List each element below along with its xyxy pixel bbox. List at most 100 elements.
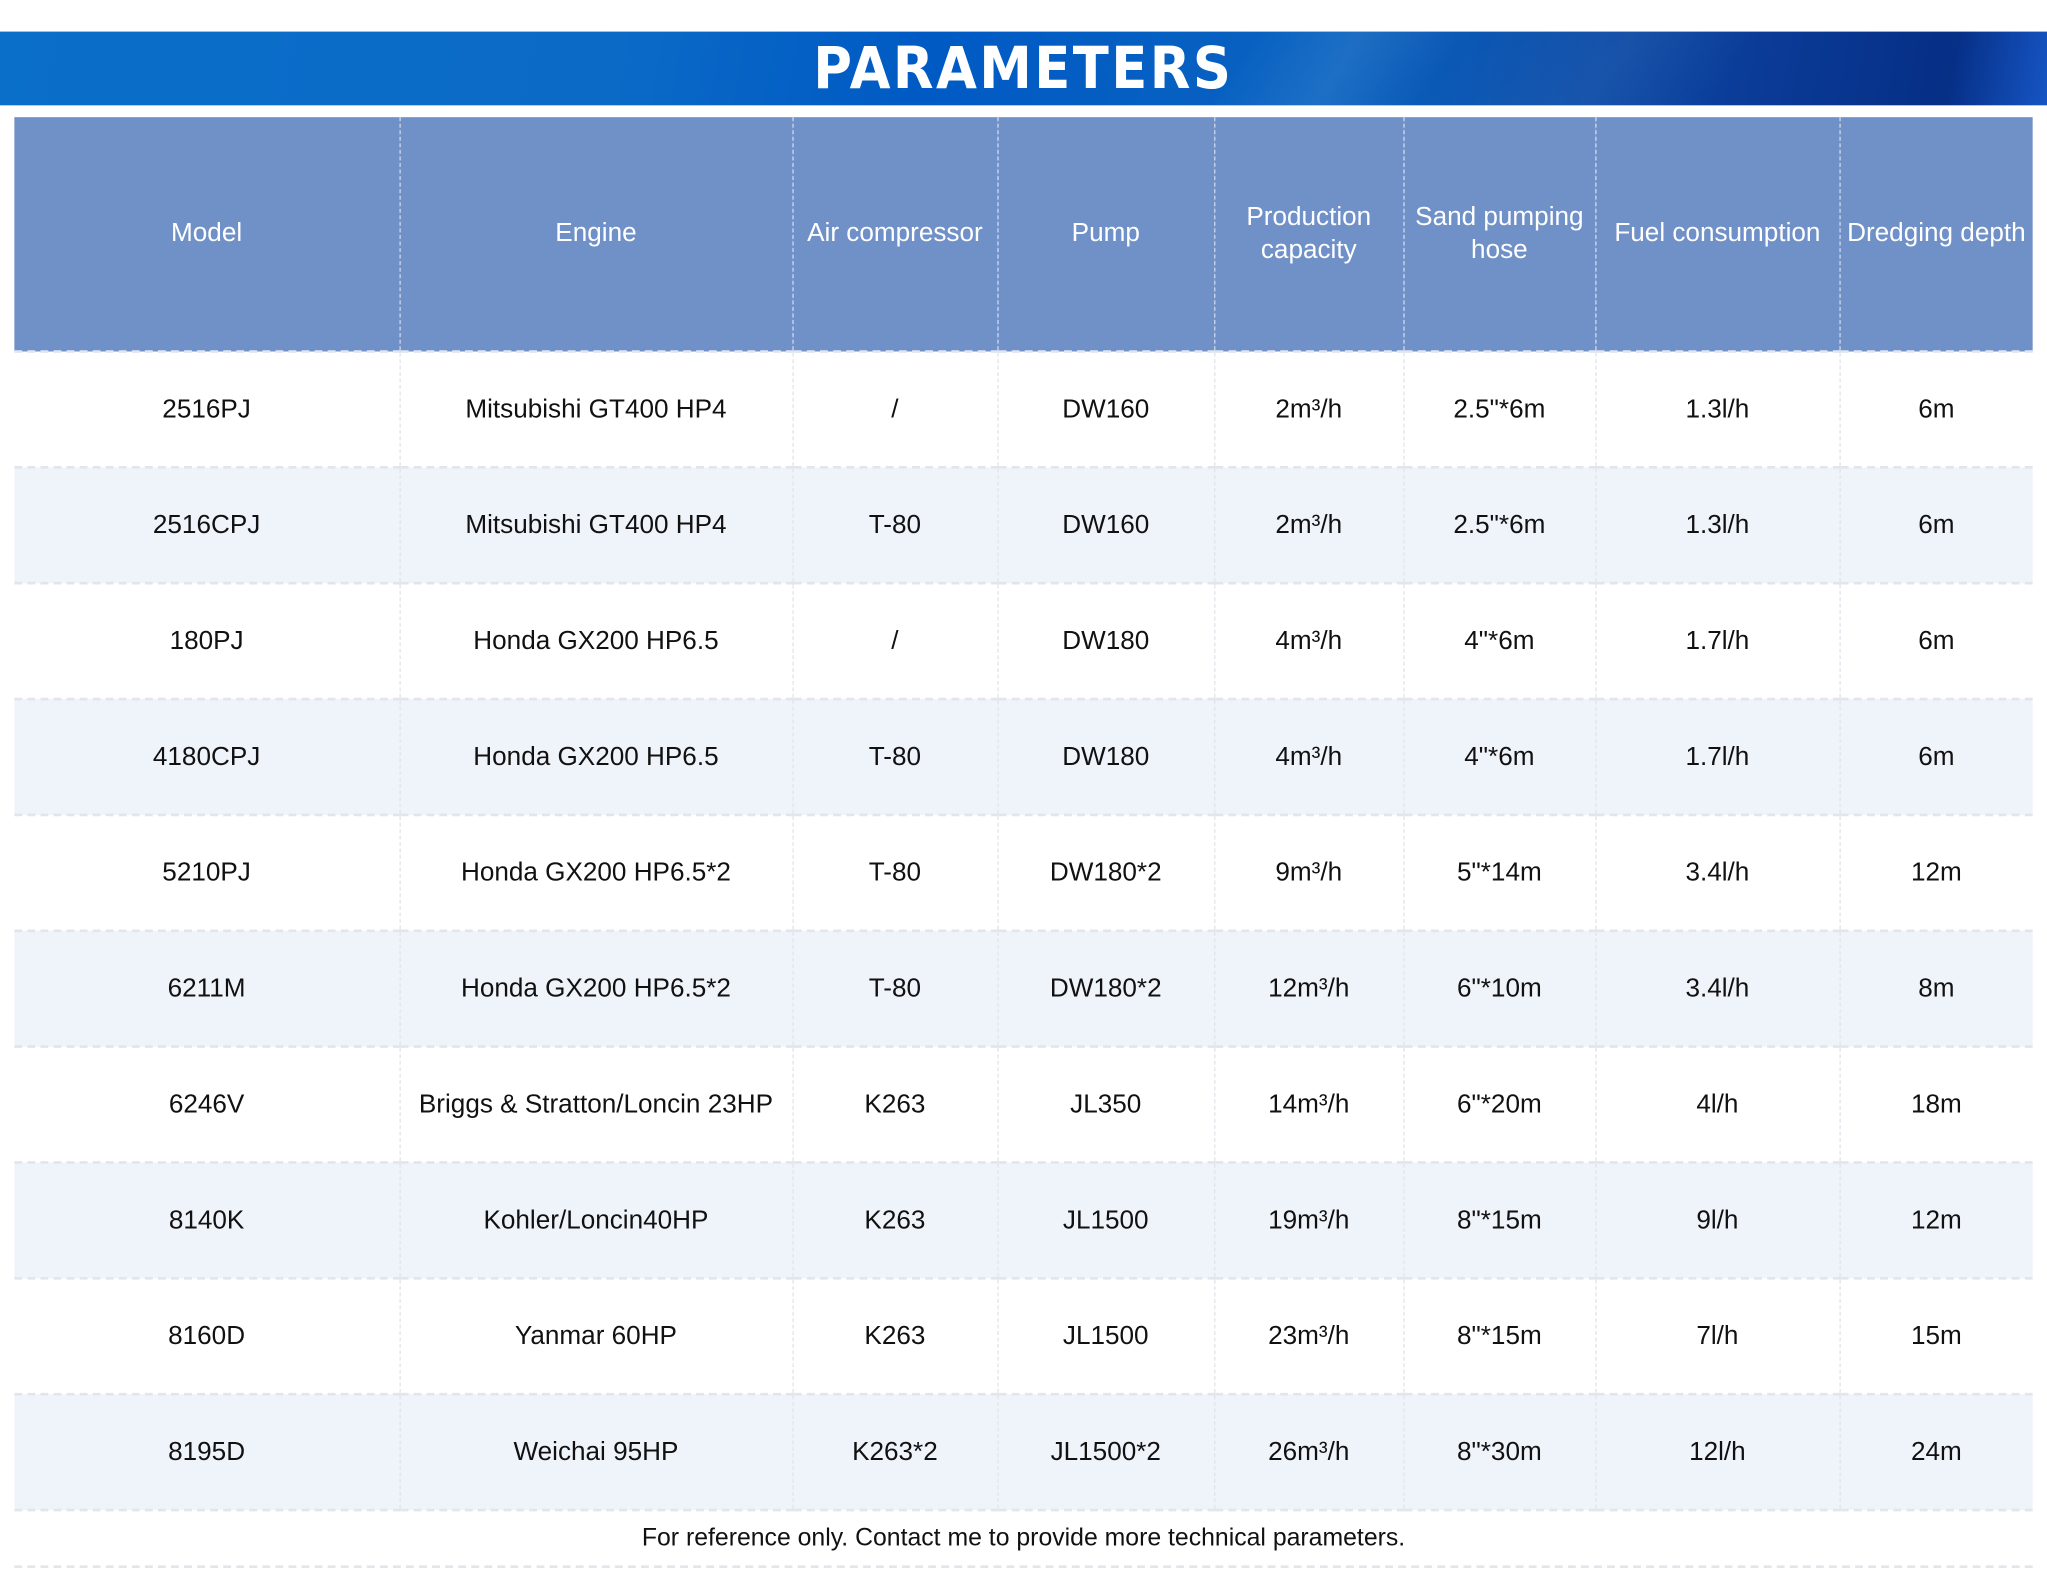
title-banner: PARAMETERS: [0, 31, 2047, 106]
table-cell: /: [791, 351, 998, 469]
table-cell: Honda GX200 HP6.5: [398, 699, 793, 817]
table-cell: DW180: [996, 583, 1215, 701]
column-header: Engine: [398, 117, 793, 353]
table-row: 8195D Weichai 95HP K263*2 JL1500*2 26m³/h 8"*…: [14, 1394, 2033, 1512]
column-header: Sand pumping hose: [1402, 117, 1596, 353]
table-cell: 24m: [1838, 1394, 2033, 1512]
table-cell: T-80: [791, 699, 998, 817]
table-cell: 6"*20m: [1402, 1046, 1596, 1164]
table-row: 8160D Yanmar 60HP K263 JL1500 23m³/h 8"*15m 7l…: [14, 1278, 2033, 1396]
table-cell: 2m³/h: [1213, 467, 1404, 585]
table-cell: Kohler/Loncin40HP: [398, 1162, 793, 1280]
table-row: 2516CPJ Mitsubishi GT400 HP4 T-80 DW160 2m³/…: [14, 467, 2033, 585]
table-header-row: Model Engine Air compressor Pump Production …: [14, 117, 2033, 353]
table-cell: JL1500: [996, 1162, 1215, 1280]
table-cell: Honda GX200 HP6.5: [398, 583, 793, 701]
table-row: 6246V Briggs & Stratton/Loncin 23HP K263 JL…: [14, 1046, 2033, 1164]
column-header: Fuel consumption: [1594, 117, 1840, 353]
table-cell: 8195D: [14, 1394, 400, 1512]
table-row: 6211M Honda GX200 HP6.5*2 T-80 DW180*2 12m³/…: [14, 930, 2033, 1048]
parameters-table: Model Engine Air compressor Pump Production …: [14, 117, 2033, 1512]
table-cell: K263: [791, 1046, 998, 1164]
table-cell: 7l/h: [1594, 1278, 1840, 1396]
table-cell: 12m³/h: [1213, 930, 1404, 1048]
table-cell: DW160: [996, 351, 1215, 469]
table-cell: 4m³/h: [1213, 583, 1404, 701]
table-cell: JL1500: [996, 1278, 1215, 1396]
table-cell: 6m: [1838, 699, 2033, 817]
table-cell: 2516CPJ: [14, 467, 400, 585]
footer-divider: [14, 1565, 2033, 1568]
table-cell: 4"*6m: [1402, 583, 1596, 701]
table-cell: 8"*15m: [1402, 1278, 1596, 1396]
table-cell: 15m: [1838, 1278, 2033, 1396]
table-row: 2516PJ Mitsubishi GT400 HP4/DW160 2m³/h 2.5…: [14, 351, 2033, 469]
table-cell: 1.7l/h: [1594, 699, 1840, 817]
table-cell: 4"*6m: [1402, 699, 1596, 817]
table-cell: 23m³/h: [1213, 1278, 1404, 1396]
table-cell: JL1500*2: [996, 1394, 1215, 1512]
table-cell: 2.5"*6m: [1402, 467, 1596, 585]
table-cell: 26m³/h: [1213, 1394, 1404, 1512]
table-cell: 6246V: [14, 1046, 400, 1164]
table-cell: 3.4l/h: [1594, 930, 1840, 1048]
column-header: Dredging depth: [1838, 117, 2033, 353]
table-cell: 19m³/h: [1213, 1162, 1404, 1280]
table-cell: 4180CPJ: [14, 699, 400, 817]
table-cell: Mitsubishi GT400 HP4: [398, 351, 793, 469]
table-cell: 4l/h: [1594, 1046, 1840, 1164]
table-cell: 12m: [1838, 1162, 2033, 1280]
table-cell: Yanmar 60HP: [398, 1278, 793, 1396]
table-cell: JL350: [996, 1046, 1215, 1164]
table-cell: 12l/h: [1594, 1394, 1840, 1512]
table-cell: 12m: [1838, 814, 2033, 933]
table-cell: 8"*30m: [1402, 1394, 1596, 1512]
table-cell: 8160D: [14, 1278, 400, 1396]
column-header: Production capacity: [1213, 117, 1404, 353]
table-cell: 180PJ: [14, 583, 400, 701]
table-cell: 8"*15m: [1402, 1162, 1596, 1280]
table-cell: 9l/h: [1594, 1162, 1840, 1280]
table-cell: 14m³/h: [1213, 1046, 1404, 1164]
table-cell: 6"*10m: [1402, 930, 1596, 1048]
table-cell: 2516PJ: [14, 351, 400, 469]
table-cell: K263*2: [791, 1394, 998, 1512]
table-cell: Honda GX200 HP6.5*2: [398, 814, 793, 933]
table-cell: T-80: [791, 467, 998, 585]
table-row: 4180CPJ Honda GX200 HP6.5 T-80 DW180 4m³/h 4"…: [14, 699, 2033, 817]
footer-note: For reference only. Contact me to provid…: [641, 1524, 1406, 1553]
table-cell: 8m: [1838, 930, 2033, 1048]
table-cell: Weichai 95HP: [398, 1394, 793, 1512]
table-cell: K263: [791, 1278, 998, 1396]
table-cell: 18m: [1838, 1046, 2033, 1164]
table-cell: T-80: [791, 814, 998, 933]
table-cell: T-80: [791, 930, 998, 1048]
table-cell: DW160: [996, 467, 1215, 585]
table-cell: 1.3l/h: [1594, 351, 1840, 469]
table-cell: 3.4l/h: [1594, 814, 1840, 933]
table-cell: /: [791, 583, 998, 701]
table-cell: Briggs & Stratton/Loncin 23HP: [398, 1046, 793, 1164]
table-cell: DW180*2: [996, 930, 1215, 1048]
table-cell: 2m³/h: [1213, 351, 1404, 469]
table-row: 8140K Kohler/Loncin40HP K263 JL1500 19m³/h 8"…: [14, 1162, 2033, 1280]
table-cell: Honda GX200 HP6.5*2: [398, 930, 793, 1048]
table-cell: 4m³/h: [1213, 699, 1404, 817]
table-cell: 1.3l/h: [1594, 467, 1840, 585]
table-cell: Mitsubishi GT400 HP4: [398, 467, 793, 585]
table-cell: 6211M: [14, 930, 400, 1048]
column-header: Air compressor: [791, 117, 998, 353]
column-header: Pump: [996, 117, 1215, 353]
table-cell: 6m: [1838, 583, 2033, 701]
table-cell: 5"*14m: [1402, 814, 1596, 933]
table-cell: 9m³/h: [1213, 814, 1404, 933]
table-cell: K263: [791, 1162, 998, 1280]
table-row: 180PJ Honda GX200 HP6.5/DW180 4m³/h 4"*6m 1.…: [14, 583, 2033, 701]
table-cell: 6m: [1838, 467, 2033, 585]
table-cell: 1.7l/h: [1594, 583, 1840, 701]
table-cell: 6m: [1838, 351, 2033, 469]
table-row: 5210PJ Honda GX200 HP6.5*2 T-80 DW180*2 9m³/…: [14, 814, 2033, 933]
page-title: PARAMETERS: [813, 34, 1234, 103]
table-cell: 2.5"*6m: [1402, 351, 1596, 469]
